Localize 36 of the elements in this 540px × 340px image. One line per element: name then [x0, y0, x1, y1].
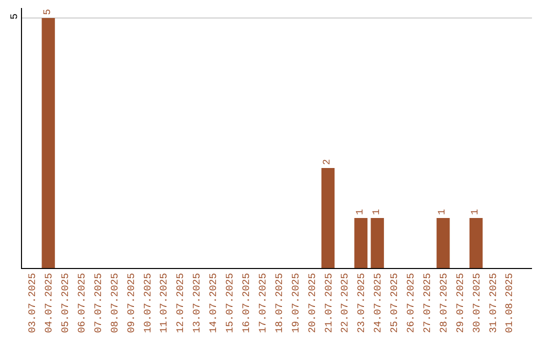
x-tick-label: 27.07.2025 — [422, 273, 434, 334]
x-tick-label: 18.07.2025 — [274, 273, 286, 334]
x-tick-label: 14.07.2025 — [209, 273, 220, 334]
data-label: 1 — [438, 208, 449, 215]
x-tick-label: 28.07.2025 — [439, 273, 450, 334]
data-label: 5 — [42, 8, 54, 15]
x-tick-label: 10.07.2025 — [143, 273, 154, 334]
x-tick-label: 16.07.2025 — [242, 273, 253, 334]
x-tick-label: 06.07.2025 — [77, 273, 88, 334]
data-label: 1 — [470, 208, 482, 215]
x-tick-label: 20.07.2025 — [308, 273, 319, 334]
x-tick-label: 13.07.2025 — [192, 273, 204, 334]
x-tick-label: 22.07.2025 — [340, 273, 352, 334]
data-label: 2 — [322, 158, 334, 165]
x-tick-label: 30.07.2025 — [472, 273, 484, 334]
x-tick-label: 15.07.2025 — [226, 273, 237, 334]
x-tick-label: 04.07.2025 — [44, 273, 56, 334]
x-tick-label: 31.07.2025 — [488, 273, 500, 334]
x-tick-label: 11.07.2025 — [160, 273, 171, 334]
x-tick-label: 12.07.2025 — [176, 273, 188, 334]
x-tick-label: 01.08.2025 — [505, 273, 516, 334]
x-tick-label: 19.07.2025 — [291, 273, 302, 334]
x-tick-label: 07.07.2025 — [94, 273, 105, 334]
x-tick-label: 23.07.2025 — [357, 273, 368, 334]
x-tick-label: 21.07.2025 — [324, 273, 336, 334]
x-tick-label: 03.07.2025 — [28, 273, 40, 334]
x-tick-label: 26.07.2025 — [406, 273, 418, 334]
x-tick-label: 08.07.2025 — [110, 273, 122, 334]
x-tick-label: 05.07.2025 — [61, 273, 72, 334]
x-tick-label: 09.07.2025 — [126, 273, 138, 334]
x-tick-label: 29.07.2025 — [456, 273, 467, 334]
x-tick-label: 17.07.2025 — [258, 273, 270, 334]
data-label: 1 — [355, 208, 366, 215]
x-tick-label: 25.07.2025 — [390, 273, 402, 334]
x-tick-label: 24.07.2025 — [374, 273, 385, 334]
data-label: 1 — [372, 208, 383, 215]
